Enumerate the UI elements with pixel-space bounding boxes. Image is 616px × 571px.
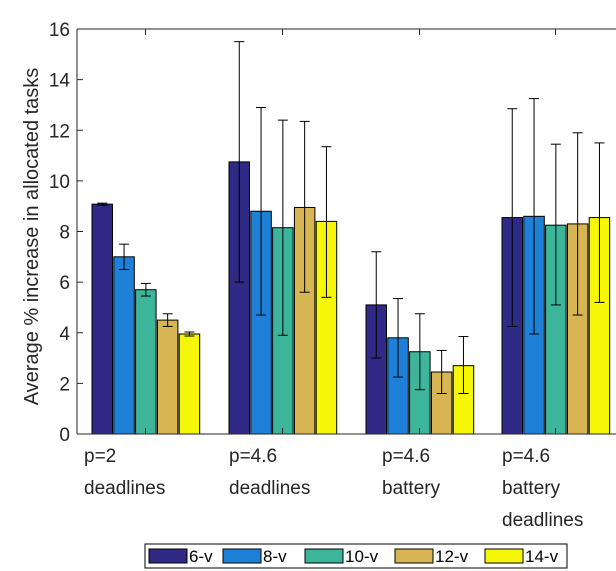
x-category-label: battery bbox=[382, 478, 441, 499]
legend-label-8-v: 8-v bbox=[263, 547, 287, 566]
legend: 6-v 8-v 10-v 12-v 14-v bbox=[144, 543, 568, 569]
y-tick-label: 8 bbox=[59, 223, 70, 244]
bar-12-v-1 bbox=[156, 319, 179, 435]
x-category-label: deadlines bbox=[84, 478, 165, 499]
bar-8-v-1 bbox=[113, 256, 135, 435]
y-tick-label: 6 bbox=[59, 273, 70, 294]
y-ticks-layer: 0 2 4 6 8 10 12 14 16 bbox=[49, 20, 83, 446]
legend-label-14-v: 14-v bbox=[525, 547, 559, 566]
bars-layer bbox=[91, 161, 611, 435]
x-category-label: deadlines bbox=[502, 510, 583, 531]
error-bars-layer bbox=[97, 41, 605, 394]
x-category-label: p=4.6 bbox=[229, 446, 277, 467]
x-category-label: p=4.6 bbox=[382, 446, 430, 467]
bar-14-v-1 bbox=[178, 333, 201, 435]
legend-label-12-v: 12-v bbox=[435, 547, 469, 566]
y-tick-label: 14 bbox=[49, 71, 71, 92]
x-category-label: deadlines bbox=[229, 478, 310, 499]
bar-10-v-1 bbox=[135, 289, 157, 435]
y-tick-label: 2 bbox=[59, 374, 70, 395]
legend-swatch-12-v bbox=[394, 548, 434, 564]
legend-label-6-v: 6-v bbox=[189, 547, 213, 566]
legend-swatch-10-v bbox=[304, 548, 344, 564]
bar-6-v-1 bbox=[91, 203, 113, 435]
y-axis-label: Average % increase in allocated tasks bbox=[21, 68, 43, 406]
y-tick-label: 0 bbox=[59, 425, 70, 446]
legend-swatch-8-v bbox=[222, 548, 262, 564]
legend-label-10-v: 10-v bbox=[345, 547, 379, 566]
y-tick-label: 12 bbox=[49, 121, 70, 142]
x-labels-layer: p=2 deadlines p=4.6 deadlines p=4.6 battery p=… bbox=[84, 446, 583, 531]
legend-swatch-6-v bbox=[148, 548, 188, 564]
x-category-label: p=4.6 bbox=[502, 446, 550, 467]
y-tick-label: 4 bbox=[59, 324, 70, 345]
legend-swatch-14-v bbox=[484, 548, 524, 564]
y-tick-label: 16 bbox=[49, 20, 70, 41]
x-category-label: p=2 bbox=[84, 446, 116, 467]
x-category-label: battery bbox=[502, 478, 561, 499]
y-tick-label: 10 bbox=[49, 172, 70, 193]
